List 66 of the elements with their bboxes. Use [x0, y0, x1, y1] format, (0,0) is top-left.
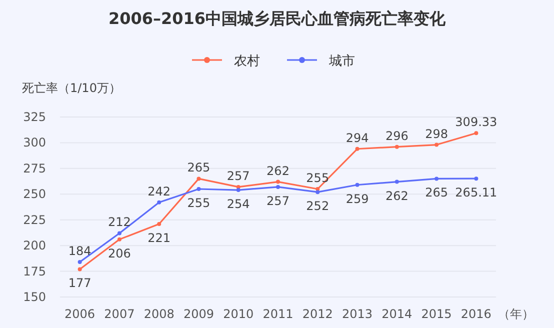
point — [394, 144, 399, 149]
point — [157, 200, 162, 204]
data-label: 255 — [187, 196, 210, 210]
point — [394, 180, 399, 184]
y-tick-label: 325 — [23, 110, 46, 124]
point — [196, 187, 201, 191]
data-label: 221 — [148, 230, 171, 245]
x-tick-label: 2006 — [64, 307, 96, 321]
data-label: 259 — [346, 192, 369, 206]
x-tick-label: 2008 — [144, 307, 174, 321]
x-tick-label: 2014 — [382, 307, 412, 321]
y-tick-label: 225 — [23, 212, 46, 227]
data-label: 265 — [425, 186, 448, 200]
point — [474, 176, 478, 181]
y-tick-label: 200 — [23, 238, 46, 253]
data-label: 254 — [226, 197, 250, 212]
data-label: 265.11 — [455, 186, 498, 200]
data-label: 255 — [306, 171, 330, 185]
point — [316, 190, 320, 194]
point — [474, 131, 478, 136]
legend-label: 农村 — [234, 54, 260, 69]
data-label: 184 — [68, 244, 92, 258]
x-axis-title: （年） — [498, 307, 534, 321]
data-label: 177 — [68, 276, 92, 290]
data-label: 212 — [108, 215, 131, 230]
data-label: 309.33 — [455, 115, 498, 130]
data-label: 296 — [385, 128, 408, 143]
data-label: 298 — [425, 126, 448, 141]
chart-title: 2006–2016中国城乡居民心血管病死亡率变化 — [108, 9, 447, 28]
x-tick-label: 2015 — [421, 307, 452, 321]
data-label: 257 — [226, 168, 250, 183]
x-tick-label: 2009 — [183, 307, 214, 321]
y-tick-label: 300 — [23, 136, 46, 150]
x-tick-label: 2016 — [460, 307, 492, 321]
data-label: 294 — [346, 130, 369, 145]
point — [78, 260, 82, 264]
point — [355, 146, 360, 151]
point — [276, 180, 280, 184]
point — [236, 188, 240, 192]
point — [157, 222, 162, 226]
point — [434, 142, 439, 147]
data-label: 252 — [306, 199, 330, 214]
x-tick-label: 2012 — [302, 307, 333, 321]
point — [117, 237, 122, 242]
x-tick-label: 2011 — [262, 307, 294, 321]
y-tick-label: 250 — [23, 187, 46, 202]
point — [78, 267, 82, 272]
x-tick-label: 2007 — [104, 307, 135, 321]
data-label: 265 — [187, 160, 210, 175]
data-label: 242 — [148, 184, 171, 198]
point — [117, 231, 122, 236]
y-tick-label: 175 — [23, 264, 46, 278]
point — [355, 182, 360, 187]
y-tick-label: 150 — [23, 290, 46, 304]
x-tick-label: 2010 — [223, 307, 254, 321]
data-label: 262 — [385, 188, 408, 203]
data-label: 206 — [108, 246, 131, 260]
data-label: 262 — [266, 164, 290, 178]
point — [434, 176, 439, 181]
y-axis-title: 死亡率（1/10万） — [22, 81, 121, 95]
point — [196, 176, 201, 181]
legend-label: 城市 — [328, 54, 355, 69]
data-label: 257 — [266, 194, 290, 208]
y-tick-label: 275 — [23, 161, 46, 176]
point — [276, 184, 280, 189]
x-tick-label: 2013 — [342, 307, 373, 321]
